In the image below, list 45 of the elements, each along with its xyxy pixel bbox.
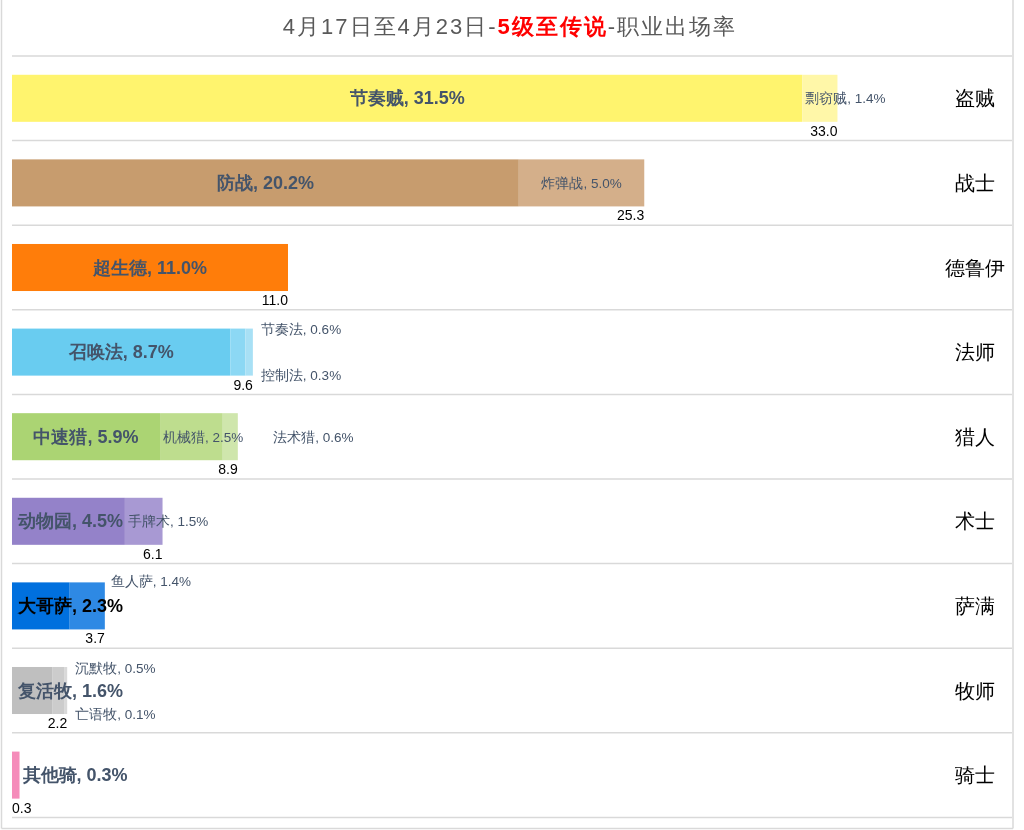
total-label: 11.0 [261, 292, 289, 309]
bar [12, 328, 231, 376]
total-label: 8.9 [218, 461, 239, 478]
data-label: 复活牧, 1.6% [17, 680, 124, 701]
data-label: 节奏贼, 31.5% [348, 88, 465, 109]
category: 骑士 [955, 764, 995, 787]
category: 牧师 [955, 679, 995, 702]
data-label: 中速猎, 5.9% [33, 426, 139, 447]
data-label: 鱼人萨, 1.4% [110, 573, 192, 589]
total-label: 0.3 [12, 799, 32, 816]
category: 德鲁伊 [945, 256, 1005, 279]
data-label: 沉默牧, 0.5% [75, 660, 156, 675]
data-label: 法术猎, 0.6% [273, 429, 354, 445]
total-label: 25.3 [617, 207, 645, 224]
data-label: 机械猎, 2.5% [163, 429, 244, 445]
bar [12, 74, 803, 122]
total-label: 2.2 [47, 715, 68, 732]
data-label: 手牌术, 1.5% [127, 513, 209, 529]
data-label: 炸弹战, 5.0% [541, 175, 622, 191]
data-label: 超生德, 11.0% [91, 257, 208, 278]
total-label: 6.1 [143, 545, 163, 562]
data-label: 控制法, 0.3% [260, 367, 342, 383]
category: 萨满 [955, 594, 995, 617]
chart-title: 4月17日至4月23日-5级至传说-职业出场率 [282, 13, 738, 39]
data-label: 防战, 20.2% [216, 172, 314, 193]
category: 战士 [955, 171, 995, 194]
total-label: 3.7 [85, 630, 106, 647]
category: 法师 [955, 341, 995, 364]
data-label: 动物园, 4.5% [17, 511, 124, 532]
bar [245, 328, 253, 376]
category: 术士 [955, 510, 995, 533]
bar [12, 159, 519, 207]
total-label: 9.6 [233, 376, 254, 393]
data-label: 亡语牧, 0.1% [75, 706, 156, 721]
data-label: 其他骑, 0.3% [21, 765, 128, 786]
total-label: 33.0 [810, 122, 838, 139]
bar [518, 159, 645, 207]
category: 猎人 [955, 425, 995, 448]
category: 盗贼 [955, 87, 995, 110]
data-label: 剽窃贼, 1.4% [805, 90, 886, 106]
data-label: 节奏法, 0.6% [260, 321, 342, 337]
bar [230, 328, 246, 376]
data-label: 召唤法, 8.7% [67, 342, 174, 363]
bar [12, 243, 288, 292]
bar [12, 751, 20, 799]
